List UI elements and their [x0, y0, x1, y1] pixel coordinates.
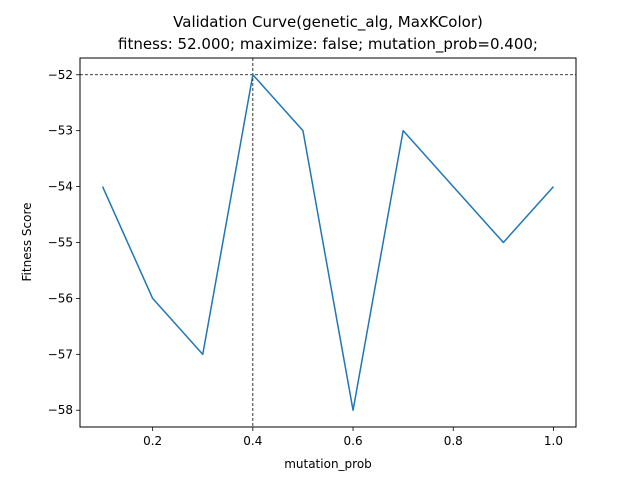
x-axis-ticks: 0.2 0.4 0.6 0.8 1.0	[143, 427, 563, 448]
reference-lines	[80, 58, 576, 427]
x-tick-label: 0.8	[444, 434, 463, 448]
y-tick-label: −56	[48, 291, 73, 305]
x-tick-label: 0.6	[344, 434, 363, 448]
chart-title: Validation Curve(genetic_alg, MaxKColor)	[173, 13, 483, 32]
x-tick-label: 0.2	[143, 434, 162, 448]
x-tick-label: 1.0	[544, 434, 563, 448]
y-tick-label: −55	[48, 236, 73, 250]
y-axis-label: Fitness Score	[20, 203, 34, 282]
y-axis-ticks: −52 −53 −54 −55 −56 −57 −58	[48, 68, 80, 417]
series-line	[101, 74, 555, 411]
series-layer	[101, 74, 555, 411]
x-tick-label: 0.4	[243, 434, 262, 448]
y-tick-label: −58	[48, 403, 73, 417]
y-tick-label: −52	[48, 68, 73, 82]
x-axis-label: mutation_prob	[284, 457, 372, 471]
y-tick-label: −53	[48, 124, 73, 138]
y-tick-label: −57	[48, 347, 73, 361]
plot-area	[79, 57, 577, 428]
plot-frame	[79, 57, 577, 428]
chart-subtitle: fitness: 52.000; maximize: false; mutati…	[118, 35, 538, 54]
y-tick-label: −54	[48, 180, 73, 194]
